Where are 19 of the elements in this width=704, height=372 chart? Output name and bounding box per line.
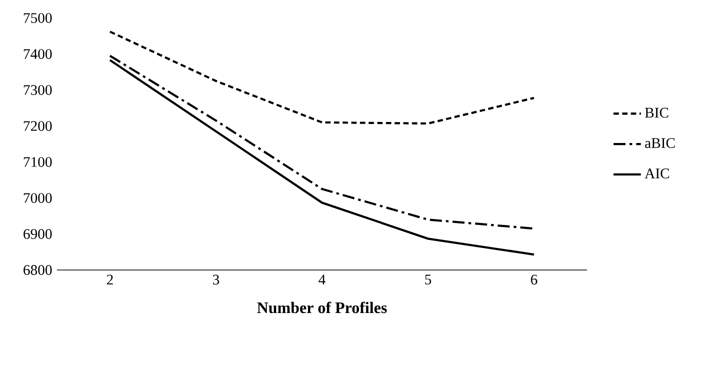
x-tick-label: 4 xyxy=(318,274,326,284)
y-tick-label: 6800 xyxy=(24,265,52,275)
y-tick-label: 7300 xyxy=(24,85,52,95)
y-tick-label: 7500 xyxy=(24,13,52,23)
x-tick-label: 3 xyxy=(213,274,220,285)
x-tick-label: 6 xyxy=(530,274,538,285)
x-tick-label: 2 xyxy=(106,274,113,284)
legend-label: aBIC xyxy=(645,138,675,148)
line-series xyxy=(108,30,536,125)
x-axis-title: Number of Profiles xyxy=(257,302,387,314)
y-tick-label: 6900 xyxy=(24,229,52,239)
y-tick-label: 7000 xyxy=(24,193,52,203)
legend-label: BIC xyxy=(644,108,668,118)
y-tick-label: 7200 xyxy=(24,121,52,131)
line-series xyxy=(108,59,536,256)
y-tick-label: 7100 xyxy=(24,157,52,167)
y-tick-label: 7400 xyxy=(24,49,52,59)
legend-label: AIC xyxy=(644,168,670,178)
x-tick-label: 5 xyxy=(425,274,432,284)
